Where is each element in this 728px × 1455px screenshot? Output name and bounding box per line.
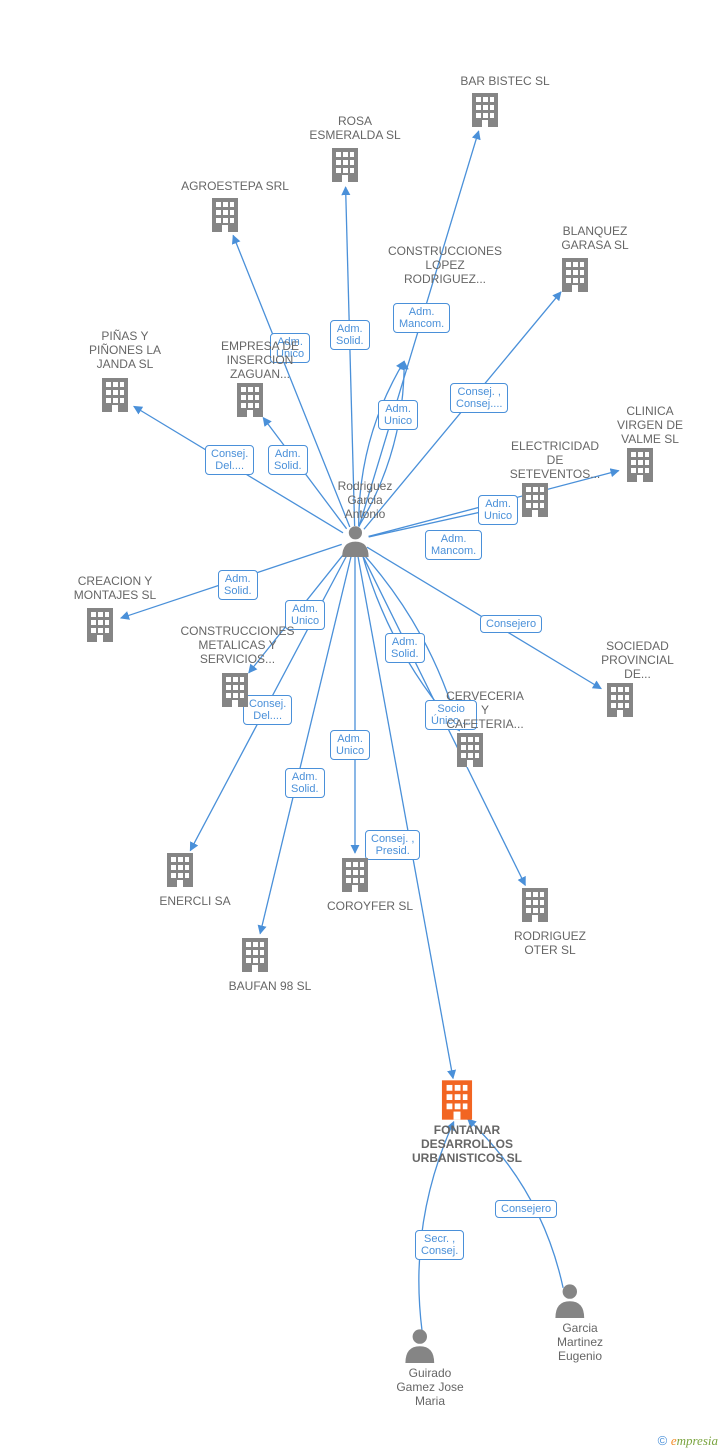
relationship-edge [263, 418, 346, 529]
relationship-edge [249, 551, 347, 673]
building-icon[interactable] [328, 146, 362, 184]
relationship-edge [362, 552, 460, 730]
person-icon[interactable] [553, 1282, 587, 1318]
building-icon[interactable] [623, 446, 657, 484]
relationship-edge [419, 1122, 454, 1331]
building-icon[interactable] [218, 671, 252, 709]
building-icon[interactable] [338, 856, 372, 894]
relationship-edge [346, 187, 355, 526]
building-icon[interactable] [163, 851, 197, 889]
building-icon[interactable] [238, 936, 272, 974]
footer-credit: © empresia [658, 1433, 718, 1449]
person-icon[interactable] [340, 524, 371, 557]
building-icon[interactable] [603, 681, 637, 719]
building-icon[interactable] [83, 606, 117, 644]
relationship-edge [121, 544, 342, 618]
building-icon[interactable] [208, 196, 242, 234]
building-icon[interactable] [233, 381, 267, 419]
building-icon[interactable] [453, 731, 487, 769]
relationship-edge [361, 553, 525, 886]
relationship-edge [367, 547, 601, 688]
building-icon[interactable] [518, 886, 552, 924]
relationship-edge [359, 131, 479, 527]
person-icon[interactable] [403, 1327, 437, 1363]
building-icon[interactable] [98, 376, 132, 414]
relationship-edge [468, 1119, 563, 1288]
brand-rest: mpresia [677, 1433, 718, 1448]
network-canvas [0, 0, 728, 1455]
relationship-edge [369, 471, 619, 537]
relationship-edge [359, 361, 404, 526]
building-icon[interactable] [518, 481, 552, 519]
relationship-edge [369, 505, 514, 537]
relationship-edge [362, 552, 460, 730]
building-icon[interactable] [437, 1078, 477, 1122]
building-icon[interactable] [558, 256, 592, 294]
building-icon[interactable] [468, 91, 502, 129]
relationship-edge [358, 554, 454, 1079]
relationship-edge [134, 406, 343, 532]
copyright-symbol: © [658, 1433, 668, 1448]
relationship-edge [190, 552, 348, 850]
relationship-edge [359, 361, 404, 526]
